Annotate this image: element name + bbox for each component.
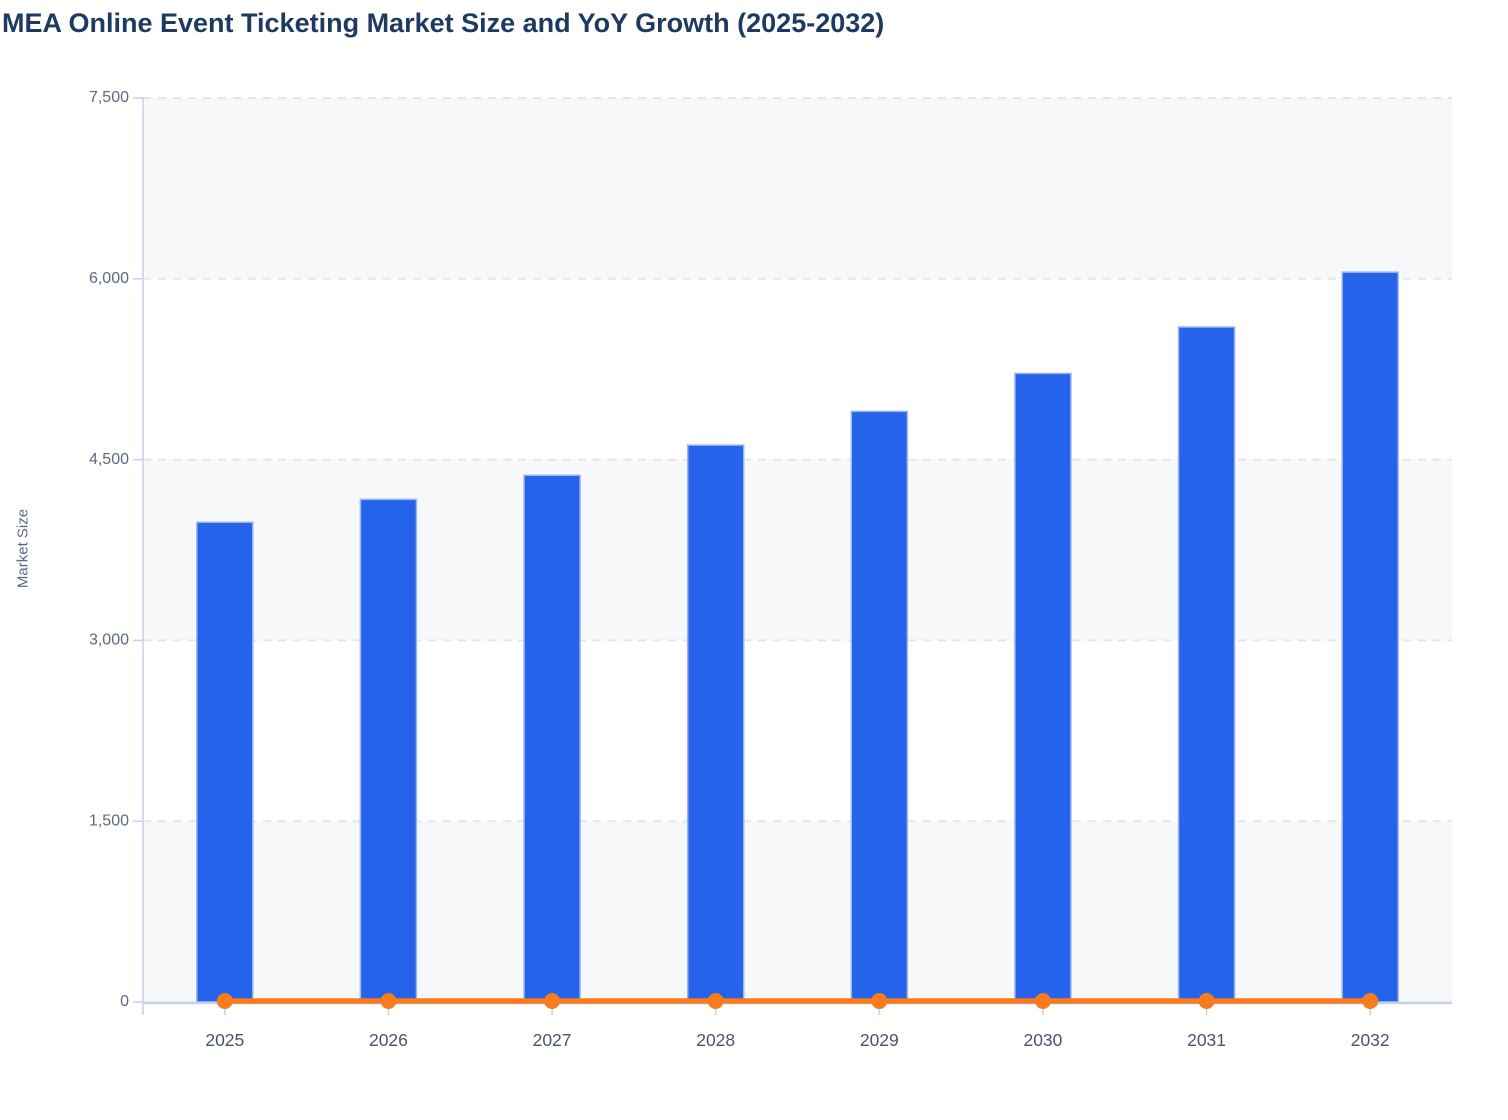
x-tick-label-2031: 2031 [1187, 1030, 1226, 1050]
bar-2026[interactable] [359, 498, 418, 1003]
x-tick-label-2030: 2030 [1023, 1030, 1062, 1050]
x-tick-label-2032: 2032 [1351, 1030, 1390, 1050]
yoy-marker-2025[interactable] [216, 993, 233, 1009]
y-tick-label: 3,000 [89, 632, 129, 649]
bar-2028[interactable] [686, 444, 745, 1003]
bar-2032[interactable] [1341, 271, 1399, 1003]
x-tick-label-2025: 2025 [205, 1030, 244, 1050]
yoy-marker-2028[interactable] [707, 993, 724, 1009]
y-tick-label: 7,500 [89, 89, 129, 106]
bar-2029[interactable] [850, 410, 909, 1003]
bar-2031[interactable] [1177, 326, 1236, 1003]
y-tick-label: 0 [120, 993, 129, 1010]
bar-2027[interactable] [523, 474, 581, 1003]
y-tick-label: 6,000 [89, 270, 129, 287]
yoy-marker-2031[interactable] [1198, 993, 1215, 1009]
plot-band [143, 98, 1452, 279]
yoy-marker-2026[interactable] [380, 993, 397, 1009]
x-tick-label-2029: 2029 [860, 1030, 899, 1050]
yoy-marker-2032[interactable] [1362, 993, 1379, 1009]
bar-2025[interactable] [196, 521, 254, 1003]
chart-title: MEA Online Event Ticketing Market Size a… [2, 8, 885, 38]
x-tick-label-2027: 2027 [533, 1030, 572, 1050]
y-tick-label: 4,500 [89, 451, 129, 468]
x-tick-label-2028: 2028 [696, 1030, 735, 1050]
y-tick-label: 1,500 [89, 812, 129, 829]
bar-2030[interactable] [1014, 372, 1072, 1003]
plot-band [143, 821, 1452, 1002]
x-tick-label-2026: 2026 [369, 1030, 408, 1050]
yoy-marker-2027[interactable] [544, 993, 561, 1009]
yoy-marker-2030[interactable] [1034, 993, 1051, 1009]
plot-band [143, 459, 1452, 641]
yoy-marker-2029[interactable] [871, 993, 888, 1009]
